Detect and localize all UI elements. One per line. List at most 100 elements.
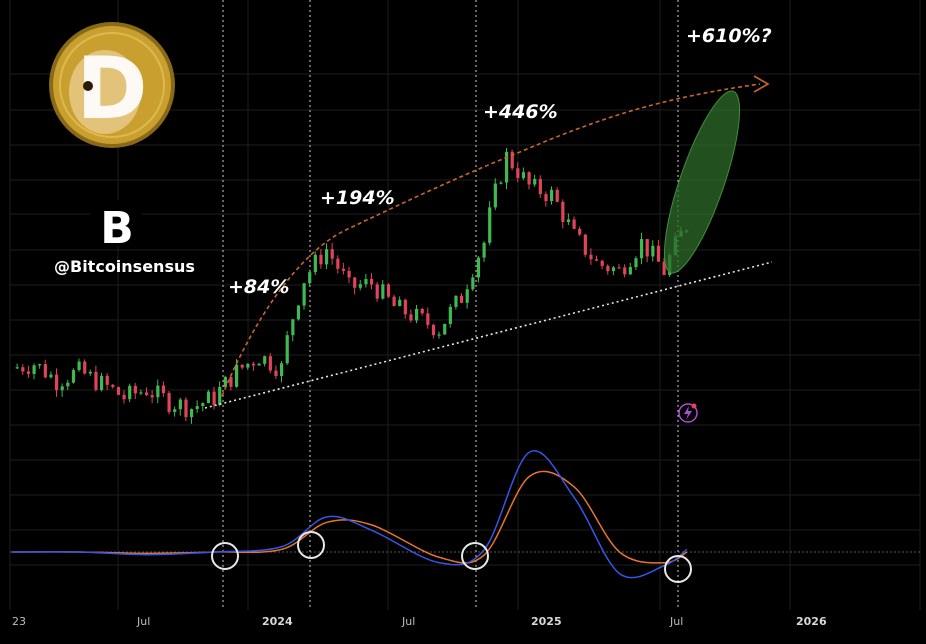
candle (111, 384, 115, 388)
candle (100, 375, 104, 390)
candle (505, 151, 509, 183)
candle (251, 363, 256, 366)
candle (55, 374, 59, 391)
candle (595, 259, 599, 261)
candle (415, 308, 419, 321)
candle (662, 261, 666, 275)
candle (285, 335, 289, 364)
candle (583, 234, 587, 255)
candle (94, 371, 98, 390)
candle (116, 387, 121, 395)
lightning-icon (678, 403, 698, 423)
candle (319, 254, 323, 265)
x-axis: 23 Jul 2024 Jul 2025 Jul 2026 (12, 615, 827, 628)
candle (49, 374, 53, 378)
x-tick-label: Jul (136, 615, 150, 628)
candle (398, 299, 402, 307)
price-candles (15, 147, 689, 424)
candle (32, 365, 36, 374)
candle (263, 356, 267, 364)
candle (640, 239, 644, 259)
candle (268, 356, 272, 371)
candle (296, 305, 301, 320)
candle (364, 279, 368, 285)
candle (375, 284, 379, 299)
candle (623, 267, 627, 275)
candle (454, 295, 458, 307)
candle (274, 370, 278, 376)
candle (178, 399, 182, 410)
candle (313, 254, 317, 273)
candle (302, 283, 306, 306)
candle (448, 306, 452, 324)
crossover-circle (211, 542, 239, 570)
x-tick-label: Jul (669, 615, 683, 628)
x-tick-label: 2026 (796, 615, 827, 628)
candle (499, 182, 503, 184)
candle (26, 371, 31, 374)
svg-text:B: B (100, 203, 134, 254)
candle (235, 364, 239, 387)
candle (122, 394, 126, 400)
candle (43, 364, 47, 378)
candle (156, 385, 160, 398)
candle (392, 296, 396, 307)
crossover-circles (211, 531, 692, 583)
candle (139, 392, 143, 394)
candle (206, 391, 211, 404)
candle (572, 219, 576, 229)
candle (482, 242, 486, 258)
candle (83, 361, 87, 374)
candle (150, 395, 154, 398)
candle (516, 168, 520, 179)
annotation-84: +84% (228, 276, 289, 298)
candle (471, 277, 475, 290)
candle (370, 279, 374, 285)
candle (105, 375, 109, 385)
candle (381, 284, 385, 299)
crossover-circle (664, 555, 692, 583)
candle (431, 324, 436, 336)
x-tick-label: 2025 (531, 615, 562, 628)
brand-handle: @Bitcoinsensus (54, 257, 195, 276)
candle (325, 249, 329, 265)
candle (240, 364, 244, 368)
candle (493, 183, 497, 208)
candle (128, 385, 132, 400)
dogecoin-logo-icon: D (49, 22, 175, 148)
candle (15, 367, 19, 369)
candle (195, 406, 199, 410)
x-tick-label: 2024 (262, 615, 293, 628)
candle (561, 201, 565, 222)
candle (645, 239, 649, 257)
candle (611, 267, 616, 272)
candle (66, 382, 70, 387)
x-tick-label: Jul (401, 615, 415, 628)
brand-logo: B (90, 200, 142, 254)
candle (190, 409, 194, 418)
candle (550, 189, 554, 202)
candle (634, 258, 638, 268)
candle (77, 361, 81, 371)
macd-line (11, 450, 688, 579)
candle (628, 267, 632, 275)
candle (167, 393, 171, 412)
candle (218, 386, 222, 405)
candle (488, 207, 492, 243)
candle (133, 385, 137, 394)
candle (420, 308, 424, 314)
candle (403, 299, 407, 315)
candle (606, 265, 610, 272)
crossover-circle (297, 531, 325, 559)
candle (246, 363, 250, 368)
candle (443, 323, 447, 335)
annotation-610: +610%? (686, 25, 772, 47)
candle (201, 403, 205, 407)
candle (330, 249, 334, 259)
candle (426, 313, 430, 325)
candle (578, 228, 582, 235)
candle (538, 178, 542, 195)
candle (386, 284, 391, 297)
candle (460, 295, 464, 303)
candle (527, 172, 531, 185)
